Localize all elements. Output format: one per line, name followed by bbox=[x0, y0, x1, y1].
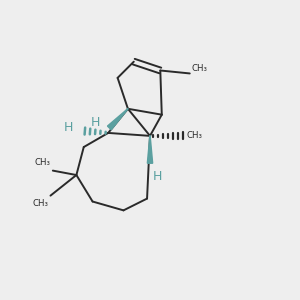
Text: H: H bbox=[91, 116, 101, 128]
Text: CH₃: CH₃ bbox=[187, 131, 203, 140]
Text: H: H bbox=[64, 121, 74, 134]
Text: CH₃: CH₃ bbox=[191, 64, 207, 73]
Polygon shape bbox=[147, 136, 153, 163]
Text: CH₃: CH₃ bbox=[34, 158, 50, 167]
Polygon shape bbox=[107, 109, 128, 130]
Text: CH₃: CH₃ bbox=[32, 199, 48, 208]
Text: H: H bbox=[153, 170, 162, 183]
